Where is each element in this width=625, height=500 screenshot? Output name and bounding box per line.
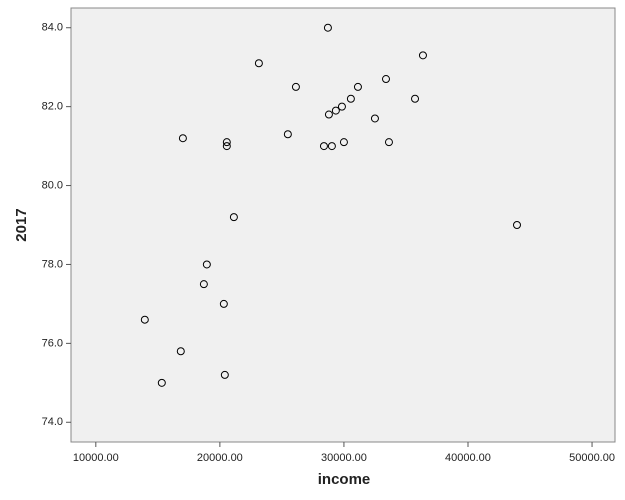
plot-area — [70, 7, 616, 443]
point — [323, 23, 332, 32]
point — [324, 110, 333, 119]
point — [176, 347, 185, 356]
x-tick-label: 30000.00 — [321, 452, 367, 464]
point — [219, 299, 228, 308]
point — [220, 370, 229, 379]
point — [202, 260, 211, 269]
point — [353, 82, 362, 91]
point — [512, 221, 521, 229]
point — [283, 130, 292, 139]
point — [254, 59, 263, 68]
y-tick-label: 78.0 — [42, 258, 63, 270]
point — [140, 315, 149, 324]
point — [199, 280, 208, 289]
point — [331, 106, 340, 115]
y-tick-label: 74.0 — [42, 416, 63, 428]
y-tick-label: 82.0 — [42, 101, 63, 113]
point — [337, 102, 346, 111]
y-tick-label: 84.0 — [42, 22, 63, 34]
point — [222, 142, 231, 151]
x-tick-label: 40000.00 — [445, 452, 491, 464]
point — [346, 94, 355, 103]
point — [291, 82, 300, 91]
point — [418, 51, 427, 60]
x-tick-label: 50000.00 — [569, 452, 615, 464]
point — [370, 114, 379, 123]
y-tick-label: 76.0 — [42, 337, 63, 349]
point — [381, 75, 390, 84]
point — [178, 134, 187, 143]
point — [411, 94, 420, 103]
point — [339, 138, 348, 147]
point — [319, 142, 328, 151]
y-tick-label: 80.0 — [42, 179, 63, 191]
x-axis-title: income — [318, 471, 371, 488]
point — [229, 213, 238, 222]
x-tick-label: 10000.00 — [73, 452, 119, 464]
point — [222, 138, 231, 147]
point — [384, 138, 393, 147]
point — [157, 378, 166, 387]
x-tick-label: 20000.00 — [197, 452, 243, 464]
y-axis-title: 2017 — [13, 208, 30, 241]
point — [327, 142, 336, 151]
